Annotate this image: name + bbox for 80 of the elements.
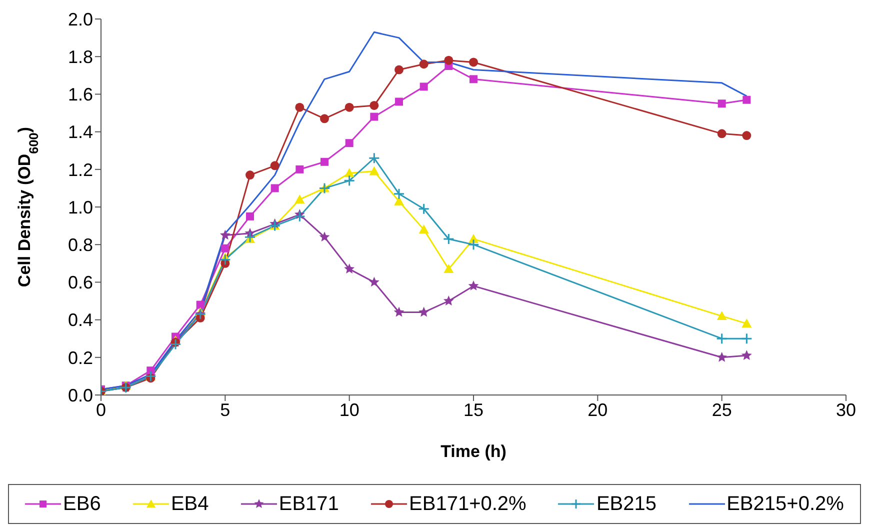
y-tick-label: 0.6 xyxy=(68,272,93,293)
point xyxy=(370,100,379,110)
point xyxy=(320,114,329,124)
point xyxy=(344,102,354,112)
x-axis-title: Time (h) xyxy=(440,442,506,461)
point xyxy=(393,188,405,200)
y-tick-label: 0.2 xyxy=(68,348,93,368)
point xyxy=(294,194,305,204)
point xyxy=(741,350,752,360)
point xyxy=(220,230,230,240)
y-tick-label: 0.4 xyxy=(68,310,93,330)
x-tick-label: 25 xyxy=(712,400,732,420)
point xyxy=(270,184,279,192)
point xyxy=(221,244,230,252)
point xyxy=(468,280,479,290)
point xyxy=(716,311,727,320)
x-tick-label: 15 xyxy=(463,400,484,420)
y-tick-label: 0.8 xyxy=(68,234,93,255)
point xyxy=(370,112,378,121)
point xyxy=(246,212,254,220)
point xyxy=(443,296,454,306)
legend-label: EB4 xyxy=(170,492,209,516)
y-tick-label: 2.0 xyxy=(68,9,93,30)
point xyxy=(270,161,280,170)
point xyxy=(718,100,726,108)
point xyxy=(419,60,428,69)
point xyxy=(246,170,254,180)
point xyxy=(444,56,454,65)
y-tick-label: 0.0 xyxy=(68,385,93,406)
y-tick-label: 1.4 xyxy=(68,122,93,142)
x-tick-label: 20 xyxy=(588,400,608,420)
point xyxy=(395,98,403,106)
point xyxy=(344,174,356,186)
point xyxy=(717,129,726,138)
y-tick-label: 1.0 xyxy=(68,197,93,218)
point xyxy=(170,338,182,350)
point xyxy=(742,318,752,328)
point xyxy=(320,158,328,166)
point xyxy=(196,300,204,309)
legend-label: EB171+0.2% xyxy=(409,492,526,516)
point xyxy=(295,102,304,112)
point xyxy=(368,152,380,164)
x-tick-label: 0 xyxy=(96,400,106,420)
point xyxy=(742,131,752,140)
point xyxy=(369,166,380,176)
point xyxy=(442,233,454,245)
point xyxy=(394,65,404,74)
point xyxy=(296,165,304,174)
point xyxy=(345,139,354,148)
x-tick-label: 30 xyxy=(836,400,856,420)
point xyxy=(470,75,478,84)
point xyxy=(418,306,430,317)
x-tick-label: 10 xyxy=(339,400,360,420)
legend-label: EB215 xyxy=(596,492,656,516)
point xyxy=(294,210,306,222)
point xyxy=(418,203,430,215)
point xyxy=(469,58,478,67)
point xyxy=(740,332,752,344)
point xyxy=(244,231,256,243)
point xyxy=(444,264,454,274)
legend-label: EB215+0.2% xyxy=(726,492,844,516)
point xyxy=(344,264,355,274)
y-tick-label: 1.8 xyxy=(68,46,93,67)
y-tick-label: 1.2 xyxy=(68,160,93,180)
x-tick-label: 5 xyxy=(220,400,230,420)
y-tick-label: 1.6 xyxy=(68,84,93,105)
point xyxy=(418,224,429,234)
point xyxy=(344,168,354,178)
point xyxy=(368,276,380,287)
point xyxy=(716,332,728,344)
point xyxy=(468,238,480,250)
legend-label: EB171 xyxy=(278,492,339,516)
point xyxy=(219,254,231,266)
point xyxy=(716,352,728,362)
point xyxy=(394,306,404,317)
point xyxy=(394,196,404,206)
point xyxy=(420,82,428,91)
legend-label: EB6 xyxy=(63,492,101,516)
point xyxy=(319,232,330,242)
point xyxy=(742,96,751,104)
